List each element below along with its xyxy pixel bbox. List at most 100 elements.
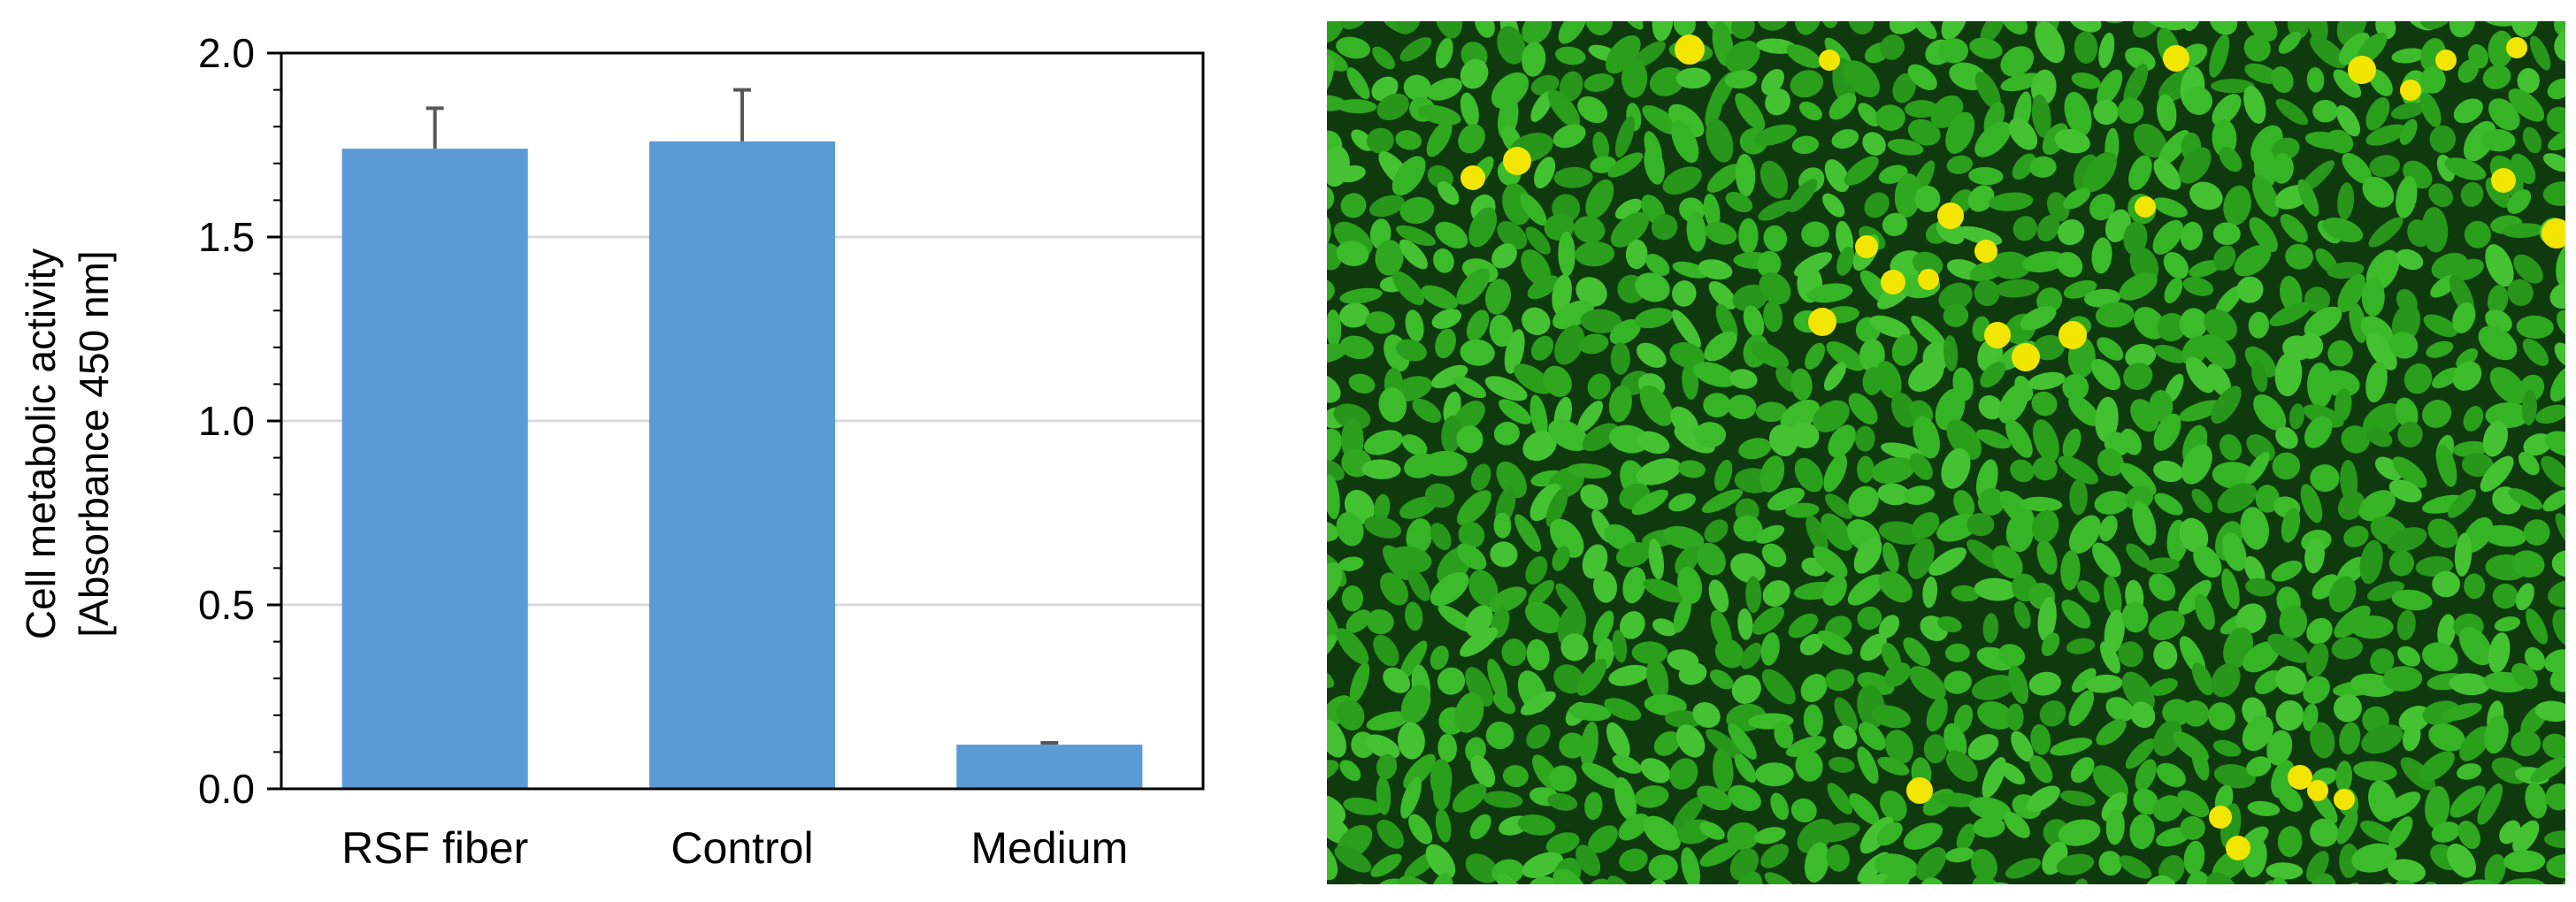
cell xyxy=(1421,285,1459,310)
cell xyxy=(2266,730,2293,766)
cell xyxy=(1370,853,1402,877)
cell xyxy=(2183,86,2213,115)
cell xyxy=(1559,732,1586,759)
cell xyxy=(1972,875,2001,884)
cell xyxy=(1592,132,1610,160)
cell xyxy=(1699,821,1725,840)
yellow-cell xyxy=(1984,322,2011,348)
cell xyxy=(2004,811,2030,838)
bar-chart-panel: 0.0 0.5 1.0 1.5 2.0 RSF fiber Control Medium C… xyxy=(0,0,1274,902)
cell xyxy=(1653,730,1681,756)
cell xyxy=(1456,268,1491,305)
cell xyxy=(1580,484,1608,510)
cell xyxy=(1430,571,1469,607)
cell xyxy=(1673,21,1696,37)
cell xyxy=(1692,701,1721,729)
cell xyxy=(2212,94,2242,126)
cell xyxy=(1951,585,1980,602)
cell xyxy=(2013,600,2031,630)
cell xyxy=(2328,576,2357,613)
cell xyxy=(1454,692,1484,733)
cell xyxy=(1528,875,1558,884)
cell xyxy=(1376,753,1398,780)
cell xyxy=(1417,104,1461,126)
cell xyxy=(2179,400,2222,422)
cell xyxy=(1587,373,1611,400)
cell xyxy=(1662,166,1702,195)
cell xyxy=(2035,21,2066,64)
cell xyxy=(1649,67,1685,96)
cell xyxy=(1592,610,1614,646)
cell xyxy=(1822,193,1845,218)
cell xyxy=(2243,34,2271,62)
cell xyxy=(1336,241,1369,266)
cell xyxy=(1757,21,1789,31)
cell xyxy=(2152,219,2183,255)
cell xyxy=(2421,642,2458,672)
cell xyxy=(2368,217,2404,248)
cell xyxy=(1816,883,1844,884)
y-axis-label: Cell metabolic activity [Absorbance 450 … xyxy=(18,248,117,639)
cell xyxy=(1728,723,1757,760)
cell xyxy=(1854,425,1875,452)
cell xyxy=(2488,98,2520,131)
cell xyxy=(1704,331,1737,362)
cell xyxy=(2366,581,2405,601)
cell xyxy=(2266,862,2304,880)
cell xyxy=(1978,395,2004,420)
cell xyxy=(2123,363,2153,390)
cell xyxy=(1848,393,1878,424)
cell xyxy=(2419,751,2455,783)
fluorescence-micrograph xyxy=(1327,21,2565,884)
cell xyxy=(1468,569,1499,607)
cell xyxy=(2033,334,2066,361)
cell xyxy=(1428,872,1453,884)
cell xyxy=(1834,697,1858,732)
cell xyxy=(1430,364,1468,389)
cell xyxy=(2310,35,2347,69)
cell xyxy=(2280,214,2308,243)
cell xyxy=(2211,79,2255,94)
cell xyxy=(2503,850,2546,873)
cell xyxy=(1337,165,1366,183)
cell xyxy=(1376,776,1392,815)
cell xyxy=(2077,580,2100,603)
cell xyxy=(2072,878,2089,884)
cell xyxy=(1708,280,1736,310)
cell xyxy=(1756,401,1788,423)
cell xyxy=(2385,791,2421,819)
cell xyxy=(2419,66,2446,94)
cell xyxy=(2525,783,2548,819)
cell xyxy=(1606,875,1636,884)
cell xyxy=(1794,457,1824,493)
cell xyxy=(1642,104,1681,135)
cell xyxy=(2432,570,2460,598)
cell xyxy=(1807,283,1853,303)
cell xyxy=(2270,153,2294,184)
cell xyxy=(1460,627,1499,657)
cell xyxy=(2039,700,2066,727)
yellow-cell xyxy=(2307,780,2328,801)
cell xyxy=(2153,460,2184,483)
cell xyxy=(1608,664,1650,686)
cell xyxy=(1327,562,1343,604)
cell xyxy=(2189,181,2223,210)
cell xyxy=(1576,659,1607,696)
cell xyxy=(1438,181,1460,205)
yellow-cell xyxy=(1918,269,1939,290)
cell xyxy=(2542,733,2565,759)
cell xyxy=(1552,546,1570,571)
cell xyxy=(2365,96,2390,131)
cell xyxy=(1912,512,1940,539)
cell xyxy=(2526,608,2549,645)
cell xyxy=(2153,158,2181,190)
cell xyxy=(1460,339,1495,366)
cell xyxy=(2243,555,2266,585)
cell xyxy=(1801,221,1829,248)
cell xyxy=(2368,68,2393,96)
cell xyxy=(1614,116,1636,158)
cell xyxy=(2240,507,2269,550)
cell xyxy=(1619,611,1645,639)
cell xyxy=(1733,871,1763,884)
cell xyxy=(2005,419,2033,458)
